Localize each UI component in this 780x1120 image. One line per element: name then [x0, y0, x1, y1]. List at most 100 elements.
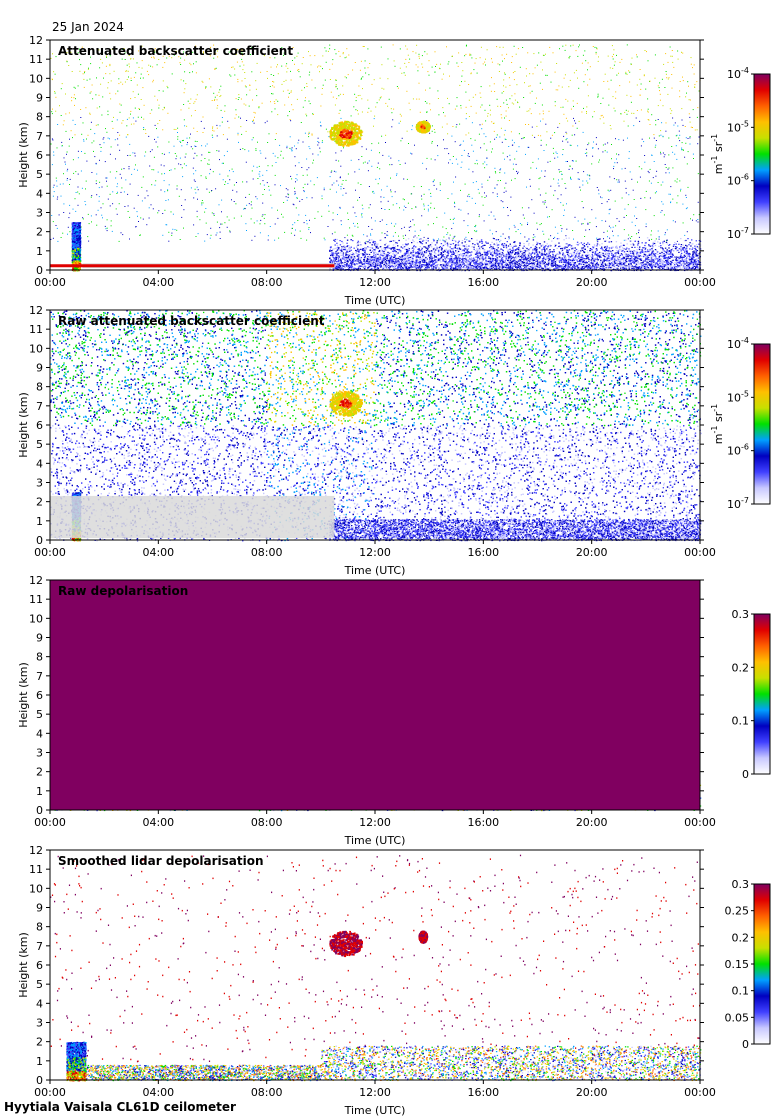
heatmap-cell — [483, 205, 484, 206]
heatmap-cell — [149, 218, 150, 219]
heatmap-cell — [335, 171, 336, 172]
heatmap-cell — [381, 136, 382, 137]
heatmap-cell — [653, 134, 654, 135]
heatmap-cell — [273, 75, 274, 76]
heatmap-cell — [431, 143, 432, 144]
heatmap-cell — [482, 105, 483, 106]
heatmap-cell — [318, 65, 319, 66]
heatmap-cell — [413, 98, 414, 99]
heatmap-cell — [86, 139, 87, 140]
heatmap-cell — [92, 98, 93, 99]
heatmap-cell — [615, 138, 616, 139]
heatmap-cell — [457, 164, 458, 165]
heatmap-cell — [265, 214, 266, 215]
heatmap-cell — [603, 238, 604, 239]
heatmap-cell — [484, 133, 485, 134]
heatmap-cell — [259, 174, 260, 175]
heatmap-cell — [171, 169, 172, 170]
heatmap-cell — [598, 61, 599, 62]
heatmap-cell — [142, 87, 143, 88]
heatmap-cell — [74, 94, 75, 95]
heatmap-cell — [72, 137, 73, 138]
heatmap-cell — [238, 99, 239, 100]
heatmap-cell — [234, 218, 235, 219]
heatmap-cell — [130, 98, 131, 99]
heatmap-cell — [128, 71, 129, 72]
heatmap-cell — [421, 64, 422, 65]
heatmap-cell — [75, 124, 76, 125]
heatmap-cell — [538, 52, 539, 53]
heatmap-cell — [612, 56, 613, 57]
heatmap-cell — [610, 209, 611, 210]
heatmap-cell — [99, 160, 100, 161]
heatmap-cell — [329, 45, 330, 46]
heatmap-cell — [255, 80, 256, 81]
heatmap-cell — [480, 107, 481, 108]
heatmap-cell — [608, 190, 609, 191]
heatmap-cell — [555, 101, 556, 102]
heatmap-cell — [579, 187, 580, 188]
heatmap-cell — [428, 209, 429, 210]
heatmap-cell — [697, 107, 698, 108]
heatmap-cell — [67, 180, 68, 181]
heatmap-cell — [519, 107, 520, 108]
heatmap-cell — [534, 137, 535, 138]
heatmap-cell — [332, 59, 333, 60]
heatmap-cell — [562, 179, 563, 180]
heatmap-cell — [152, 169, 153, 170]
heatmap-cell — [506, 191, 507, 192]
heatmap-cell — [196, 61, 197, 62]
heatmap-cell — [271, 207, 272, 208]
heatmap-cell — [624, 209, 625, 210]
heatmap-cell — [244, 149, 245, 150]
heatmap-cell — [224, 155, 225, 156]
heatmap-cell — [557, 153, 558, 154]
heatmap-cell — [368, 74, 369, 75]
heatmap-cell — [287, 115, 288, 116]
heatmap-cell — [503, 79, 504, 80]
heatmap-cell — [613, 168, 614, 169]
heatmap-cell — [562, 141, 563, 142]
heatmap-cell — [293, 204, 294, 205]
heatmap-cell — [209, 192, 210, 193]
heatmap-cell — [107, 87, 108, 88]
heatmap-cell — [616, 75, 617, 76]
heatmap-cell — [381, 189, 382, 190]
heatmap-cell — [633, 113, 634, 114]
heatmap-cell — [122, 59, 123, 60]
heatmap-cell — [586, 106, 587, 107]
heatmap-cell — [292, 224, 293, 225]
heatmap-cell — [542, 89, 543, 90]
heatmap-cell — [175, 229, 176, 230]
heatmap-cell — [514, 71, 515, 72]
heatmap-cell — [516, 231, 517, 232]
heatmap-cell — [563, 215, 564, 216]
heatmap-cell — [561, 228, 562, 229]
heatmap-cell — [277, 114, 278, 115]
heatmap-cell — [117, 138, 118, 139]
heatmap-cell — [430, 109, 431, 110]
heatmap-cell — [365, 73, 366, 74]
heatmap-cell — [520, 67, 521, 68]
heatmap-cell — [76, 192, 77, 193]
heatmap-cell — [611, 144, 612, 145]
heatmap-cell — [345, 76, 346, 77]
heatmap-cell — [477, 163, 478, 164]
heatmap-cell — [437, 155, 438, 156]
heatmap-cell — [460, 105, 461, 106]
heatmap-cell — [51, 111, 52, 112]
heatmap-cell — [679, 96, 680, 97]
heatmap-cell — [612, 68, 613, 69]
heatmap-cell — [158, 210, 159, 211]
heatmap-cell — [591, 163, 592, 164]
heatmap-cell — [141, 74, 142, 75]
heatmap-cell — [274, 87, 275, 88]
heatmap-cell — [312, 134, 313, 135]
heatmap-cell — [584, 219, 585, 220]
heatmap-cell — [254, 222, 255, 223]
heatmap-cell — [221, 110, 222, 111]
heatmap-cell — [429, 103, 430, 104]
heatmap-cell — [393, 236, 394, 237]
heatmap-cell — [655, 145, 656, 146]
heatmap-cell — [303, 175, 304, 176]
